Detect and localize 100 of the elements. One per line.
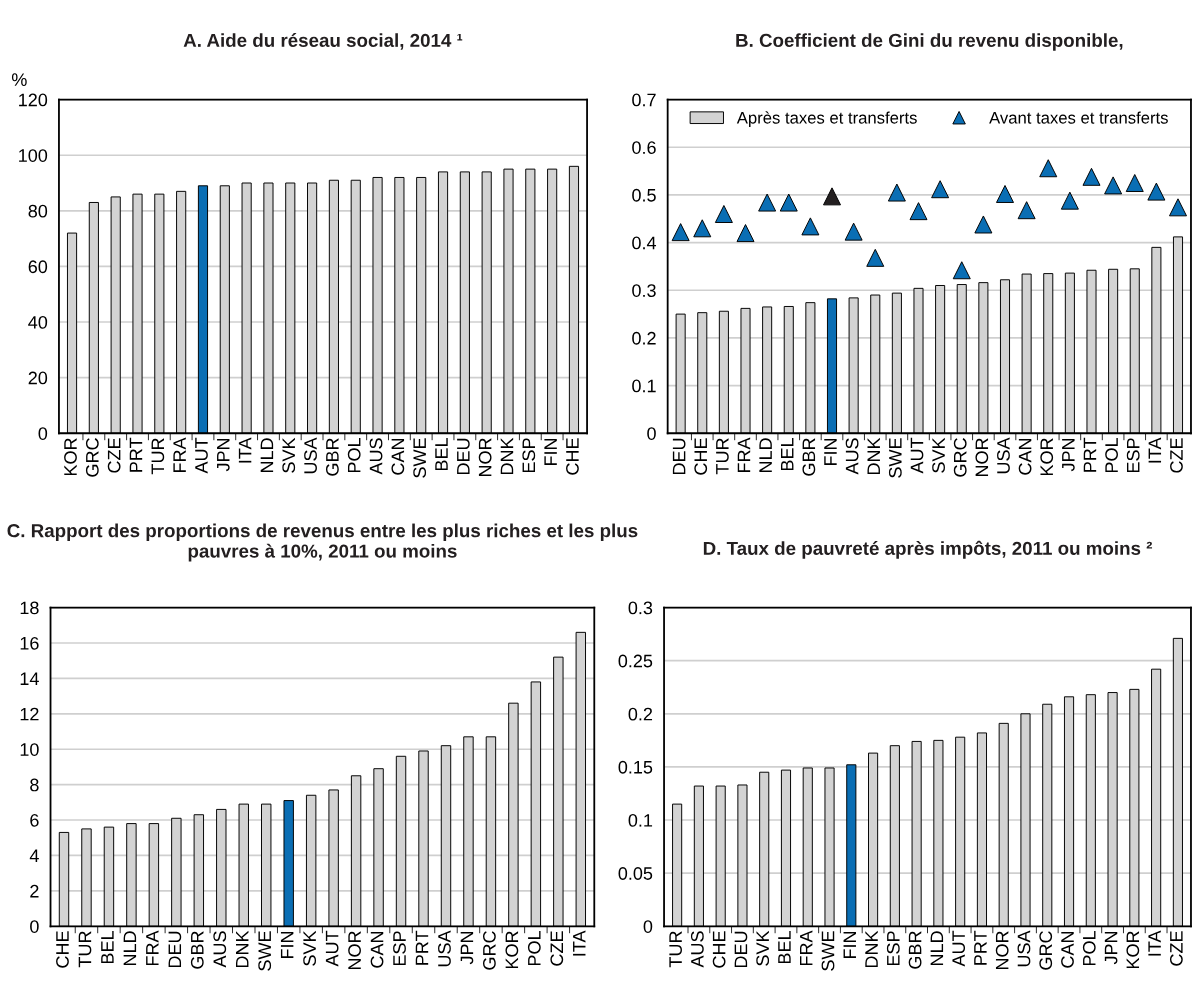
x-tick-label: AUS bbox=[845, 438, 859, 475]
x-tick-label: DEU bbox=[734, 931, 748, 968]
y-tick-label: 14 bbox=[20, 672, 39, 685]
y-tick-label: 120 bbox=[19, 93, 48, 107]
x-tick-label: ITA bbox=[238, 437, 252, 463]
y-tick-label: 60 bbox=[28, 260, 48, 274]
x-tick-label: JPN bbox=[1104, 931, 1118, 965]
x-tick-label: NLD bbox=[260, 438, 274, 473]
x-tick-label: POL bbox=[1105, 438, 1118, 473]
x-tick-label: AUT bbox=[910, 437, 924, 474]
x-tick-label: NOR bbox=[995, 931, 1009, 970]
point bbox=[714, 205, 733, 223]
y-tick-label: 100 bbox=[19, 149, 48, 162]
x-tick-label: DNK bbox=[867, 437, 880, 475]
x-tick-label: DNK bbox=[500, 437, 514, 475]
point bbox=[996, 184, 1014, 203]
point bbox=[1039, 159, 1058, 178]
x-tick-label: JPN bbox=[1062, 438, 1075, 472]
y-tick-label: 10 bbox=[20, 743, 39, 756]
point bbox=[671, 223, 690, 242]
x-tick-label: NLD bbox=[123, 931, 137, 966]
x-tick-label: TUR bbox=[78, 931, 92, 968]
x-tick-label: CHE bbox=[566, 438, 579, 475]
x-tick-label: POL bbox=[347, 438, 361, 473]
x-tick-label: CAN bbox=[391, 438, 405, 475]
y-tick-label: 80 bbox=[28, 204, 48, 218]
x-tick-label: GRC bbox=[953, 438, 967, 477]
point bbox=[758, 193, 777, 212]
x-tick-label: SWE bbox=[888, 438, 902, 478]
y-tick-label: 0.5 bbox=[632, 188, 656, 202]
x-tick-label: CZE bbox=[550, 931, 564, 966]
x-tick-label: FIN bbox=[544, 438, 557, 466]
chart-title: C. Rapport des proportions de revenus entre les plus riches et les plus pauvres à 10%, 2011 ou moins bbox=[7, 523, 638, 562]
x-tick-label: JPN bbox=[460, 931, 474, 965]
chart-title: A. Aide du réseau social, 2014 ¹ bbox=[183, 33, 463, 50]
x-tick-label: GRC bbox=[482, 931, 496, 970]
x-tick-label: CZE bbox=[1169, 931, 1183, 966]
x-tick-label: AUS bbox=[213, 931, 227, 968]
y-tick-label: 0.3 bbox=[632, 284, 656, 297]
x-tick-label: USA bbox=[1017, 930, 1031, 967]
y-tick-label: 2 bbox=[30, 884, 39, 898]
x-tick-label: BEL bbox=[778, 931, 791, 964]
y-tick-label: 0.3 bbox=[628, 601, 653, 615]
y-tick-label: 40 bbox=[28, 315, 48, 329]
y-tick-label: 0.1 bbox=[628, 813, 653, 827]
x-tick-label: NOR bbox=[348, 931, 361, 970]
x-tick-label: SWE bbox=[413, 438, 427, 478]
point bbox=[736, 224, 755, 243]
x-tick-label: FIN bbox=[280, 931, 294, 959]
y-tick-label: 6 bbox=[30, 813, 39, 827]
x-tick-label: JPN bbox=[217, 438, 230, 472]
x-tick-label: SVK bbox=[282, 437, 296, 473]
x-tick-label: AUT bbox=[325, 930, 339, 967]
x-tick-label: ESP bbox=[393, 931, 406, 966]
x-tick-label: PRT bbox=[415, 930, 429, 965]
legend-label: Avant taxes et transferts bbox=[989, 111, 1168, 124]
x-tick-label: BEL bbox=[101, 931, 114, 964]
y-tick-label: 20 bbox=[28, 371, 48, 385]
x-tick-label: SVK bbox=[932, 437, 945, 473]
x-tick-label: NLD bbox=[759, 438, 772, 473]
point bbox=[1125, 174, 1144, 193]
x-tick-label: USA bbox=[997, 437, 1010, 474]
x-tick-label: CAN bbox=[1061, 931, 1074, 968]
x-tick-label: FRA bbox=[800, 930, 813, 966]
x-tick-label: CAN bbox=[370, 931, 384, 968]
x-tick-label: ITA bbox=[1148, 930, 1161, 956]
x-tick-label: GRC bbox=[85, 438, 99, 477]
x-tick-label: KOR bbox=[505, 931, 519, 969]
x-tick-label: FRA bbox=[737, 437, 751, 473]
y-tick-label: 18 bbox=[20, 601, 39, 615]
x-tick-label: BEL bbox=[781, 438, 794, 471]
x-tick-label: AUT bbox=[195, 437, 208, 474]
x-tick-label: SWE bbox=[258, 931, 272, 971]
x-tick-label: CZE bbox=[1170, 438, 1183, 473]
y-tick-label: 0.7 bbox=[632, 93, 656, 107]
x-tick-label: CHE bbox=[56, 931, 69, 968]
x-tick-label: FIN bbox=[824, 438, 837, 466]
x-tick-label: NLD bbox=[930, 931, 944, 966]
x-tick-label: PRT bbox=[1083, 437, 1097, 472]
x-tick-label: CHE bbox=[694, 438, 708, 475]
point bbox=[1147, 182, 1166, 201]
x-tick-label: ESP bbox=[886, 931, 900, 966]
x-tick-label: GBR bbox=[908, 931, 922, 969]
y-tick-label: 0 bbox=[30, 920, 39, 933]
y-tick-label: 16 bbox=[20, 636, 39, 650]
x-tick-label: FRA bbox=[173, 437, 186, 473]
point bbox=[693, 219, 712, 238]
x-tick-label: DEU bbox=[168, 931, 182, 968]
x-tick-label: CZE bbox=[107, 438, 121, 473]
x-tick-label: BEL bbox=[435, 438, 448, 471]
y-tick-label: 8 bbox=[30, 778, 39, 792]
x-tick-label: AUS bbox=[690, 931, 704, 968]
point bbox=[1017, 201, 1036, 220]
y-tick-label: 0.4 bbox=[632, 236, 657, 250]
chart-title: B. Coefficient de Gini du revenu disponible, bbox=[736, 33, 1123, 51]
point bbox=[866, 248, 885, 267]
point bbox=[823, 187, 841, 206]
x-tick-label: GBR bbox=[325, 438, 339, 476]
x-tick-label: NOR bbox=[478, 438, 492, 477]
x-tick-label: DEU bbox=[457, 438, 470, 475]
